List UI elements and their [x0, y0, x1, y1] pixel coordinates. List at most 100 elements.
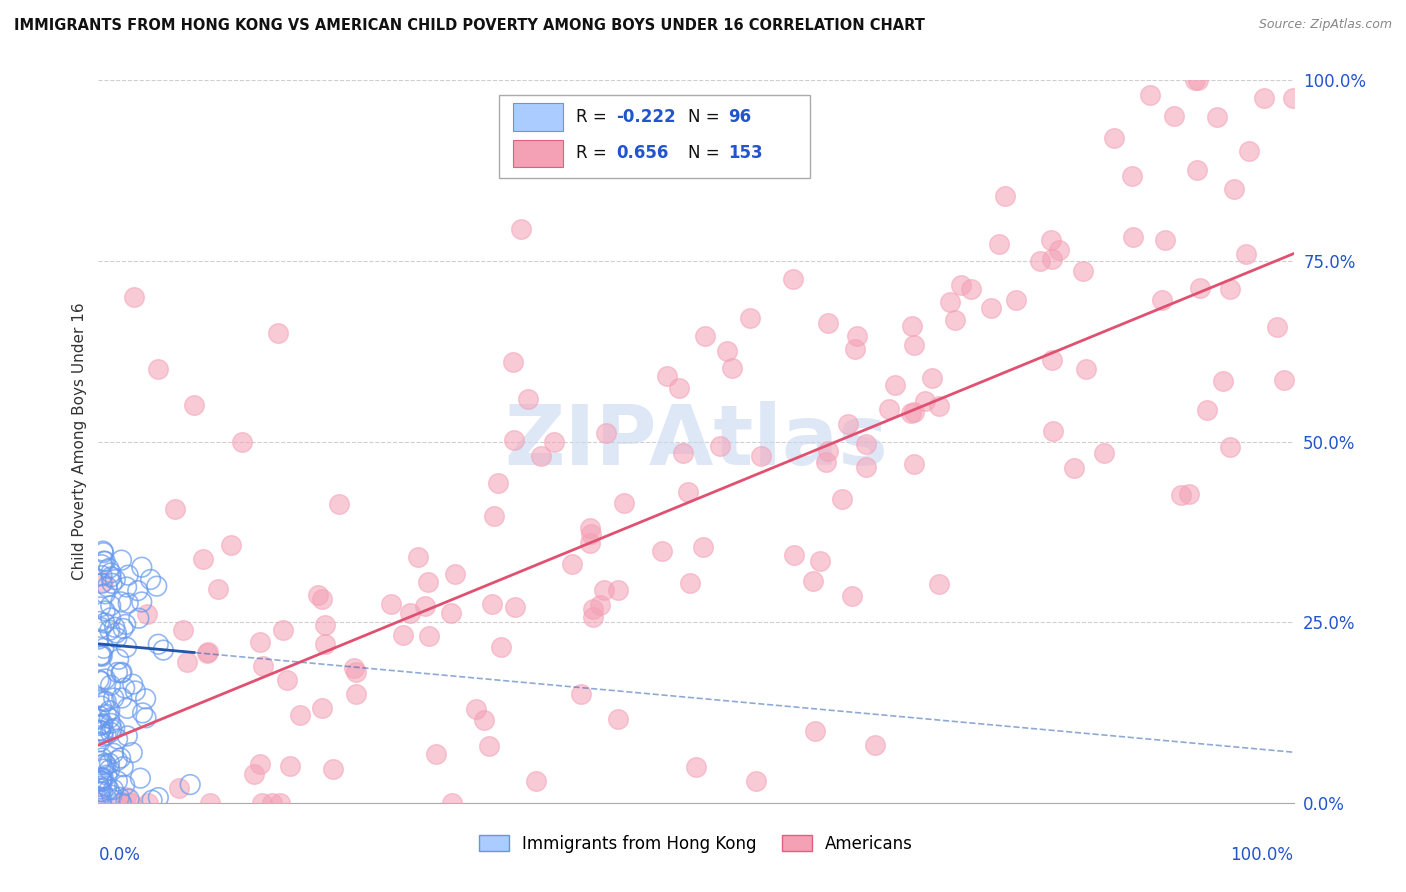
Point [1074, 362, 1097, 376]
Point [1178, 486, 1201, 500]
Point [207, 582, 229, 597]
Point [136, 796, 159, 810]
Point [260, 796, 283, 810]
Point [104, 573, 127, 587]
Point [98, 704, 121, 718]
Text: N =: N = [688, 145, 724, 162]
Point [145, 579, 167, 593]
Point [105, 754, 128, 768]
Point [183, 398, 205, 412]
Point [103, 691, 125, 706]
Point [91, 771, 114, 785]
Point [939, 294, 962, 309]
Point [502, 354, 524, 368]
Point [1040, 352, 1063, 367]
Point [1104, 131, 1126, 145]
Point [124, 290, 146, 304]
Point [90, 774, 112, 789]
Point [89, 723, 111, 738]
Point [89, 735, 111, 749]
Point [311, 591, 333, 606]
Point [135, 711, 157, 725]
Point [903, 338, 925, 352]
Point [877, 402, 900, 417]
Point [804, 723, 827, 738]
Point [1184, 73, 1206, 87]
Point [1219, 440, 1241, 454]
Point [93, 762, 115, 776]
Point [124, 684, 146, 698]
Text: 153: 153 [728, 145, 763, 162]
Point [398, 606, 420, 620]
Point [152, 643, 174, 657]
Point [903, 405, 925, 419]
Point [578, 520, 600, 534]
Point [101, 576, 124, 591]
Point [87, 673, 110, 687]
Point [817, 316, 839, 330]
Point [100, 725, 122, 739]
Point [987, 237, 1010, 252]
Point [103, 782, 125, 797]
Point [841, 589, 863, 603]
Point [668, 381, 690, 395]
Point [94, 615, 117, 630]
Point [716, 344, 738, 359]
Point [111, 796, 134, 810]
Text: 0.656: 0.656 [616, 145, 668, 162]
Point [406, 549, 429, 564]
Y-axis label: Child Poverty Among Boys Under 16: Child Poverty Among Boys Under 16 [72, 302, 87, 581]
Point [1265, 320, 1288, 334]
Point [502, 433, 524, 447]
Point [1237, 144, 1260, 158]
Point [679, 576, 702, 591]
Point [104, 620, 127, 634]
Point [343, 661, 366, 675]
Point [136, 607, 159, 621]
Point [110, 666, 132, 681]
Point [425, 747, 447, 761]
Point [111, 691, 134, 706]
Point [98, 756, 121, 771]
Point [90, 699, 112, 714]
Point [91, 716, 114, 731]
Point [465, 701, 488, 715]
Point [93, 554, 115, 568]
Point [100, 570, 122, 584]
Point [91, 574, 114, 589]
Point [980, 301, 1002, 316]
Point [135, 691, 157, 706]
Text: 96: 96 [728, 108, 751, 126]
Point [94, 756, 117, 771]
Point [91, 568, 114, 582]
Text: R =: R = [576, 145, 613, 162]
Point [814, 455, 837, 469]
Point [93, 641, 115, 656]
Point [582, 610, 605, 624]
Point [311, 701, 333, 715]
Point [112, 622, 135, 636]
Point [114, 617, 136, 632]
Point [271, 624, 294, 638]
Point [1234, 247, 1257, 261]
Point [530, 449, 553, 463]
Point [90, 758, 112, 772]
Point [91, 544, 114, 558]
Point [837, 417, 859, 431]
Point [90, 621, 112, 635]
Point [94, 672, 117, 686]
Point [290, 707, 312, 722]
Point [444, 566, 467, 581]
Point [105, 631, 128, 645]
Point [110, 751, 132, 765]
Point [307, 588, 329, 602]
Point [115, 790, 138, 805]
Point [413, 599, 436, 614]
Point [91, 771, 114, 785]
Point [322, 762, 344, 776]
Point [107, 665, 129, 680]
Point [581, 526, 603, 541]
Point [110, 553, 132, 567]
Point [903, 457, 925, 471]
Point [93, 724, 115, 739]
